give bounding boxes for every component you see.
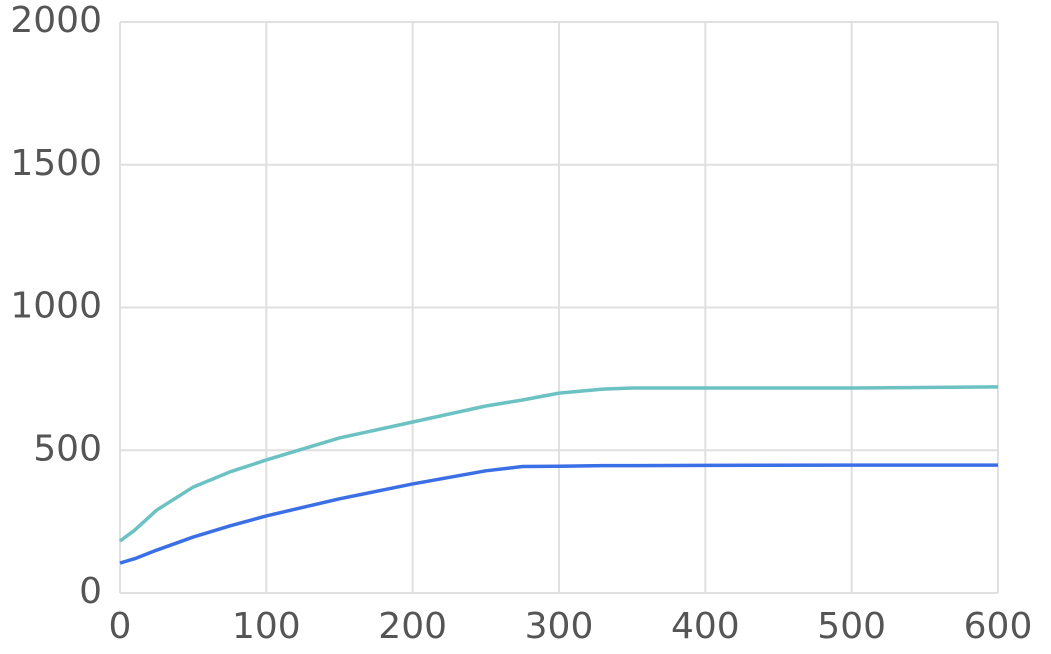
- x-tick-label: 0: [109, 606, 132, 647]
- y-tick-label: 0: [79, 571, 102, 612]
- y-tick-label: 1000: [10, 286, 102, 327]
- x-tick-label: 200: [378, 606, 447, 647]
- x-tick-label: 300: [525, 606, 594, 647]
- x-tick-label: 100: [232, 606, 301, 647]
- x-tick-label: 400: [671, 606, 740, 647]
- y-tick-label: 1500: [10, 143, 102, 184]
- series-line: [118, 385, 999, 543]
- x-tick-label: 600: [964, 606, 1033, 647]
- y-tick-label: 2000: [10, 0, 102, 41]
- y-tick-label: 500: [33, 428, 102, 469]
- series-line: [119, 463, 998, 565]
- x-tick-label: 500: [817, 606, 886, 647]
